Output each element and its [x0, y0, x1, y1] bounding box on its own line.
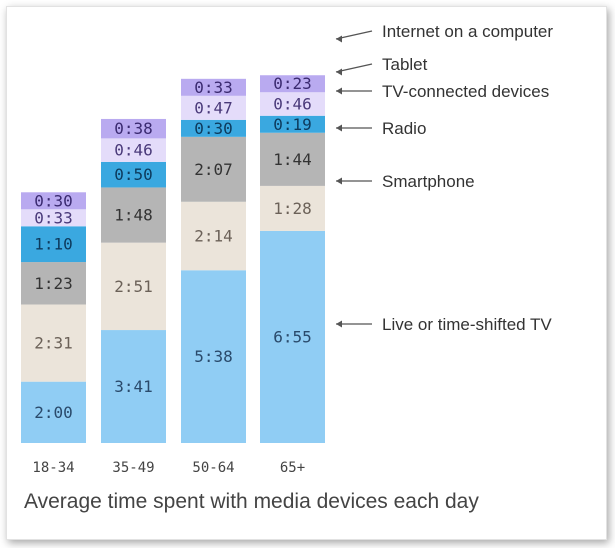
legend-arrowhead: [336, 177, 342, 185]
bar-value-label: 1:48: [114, 206, 153, 225]
bar-value-label: 5:38: [194, 347, 233, 366]
legend-item: TV-connected devices: [336, 82, 549, 101]
bar-segment: [181, 95, 246, 120]
bar-value-label: 0:47: [194, 98, 233, 117]
bar-value-label: 2:51: [114, 277, 153, 296]
bars-layer: 2:002:311:231:100:330:303:412:511:480:50…: [21, 74, 325, 443]
legend-item: Live or time-shifted TV: [336, 315, 552, 334]
bar-segment: [260, 230, 325, 443]
legend-arrowhead: [336, 87, 342, 95]
bar-segment: [21, 304, 86, 382]
legend-label: Tablet: [382, 55, 428, 74]
legend-arrowhead: [336, 35, 342, 43]
legend: Live or time-shifted TV Smartphone Radio TV…: [335, 22, 553, 334]
bar-segment: [181, 201, 246, 271]
x-tick-label: 35-49: [112, 460, 154, 476]
bar-value-label: 0:33: [194, 78, 233, 97]
bar-value-label: 1:23: [34, 274, 73, 293]
x-tick-label: 50-64: [192, 460, 234, 476]
bar-segment: [260, 115, 325, 133]
legend-label: Live or time-shifted TV: [382, 315, 552, 334]
bar-segment: [21, 209, 86, 227]
bar-segment: [101, 187, 166, 243]
bar-segment: [101, 161, 166, 188]
bar-segment: [21, 192, 86, 210]
legend-arrowhead: [336, 124, 342, 132]
bar-value-label: 0:46: [273, 95, 312, 114]
bar-value-label: 1:44: [273, 150, 312, 169]
legend-label: Radio: [382, 119, 426, 138]
bar-value-label: 6:55: [273, 327, 312, 346]
bar-segment: [21, 381, 86, 443]
bar-segment: [21, 226, 86, 263]
legend-item: Internet on a computer: [335, 22, 553, 43]
bar-segment: [260, 185, 325, 231]
bar-value-label: 0:23: [273, 74, 312, 93]
bar-value-label: 2:07: [194, 160, 233, 179]
bar-value-label: 2:00: [34, 403, 73, 422]
bar-segment: [181, 119, 246, 137]
bar-segment: [21, 262, 86, 305]
legend-arrowhead: [336, 68, 342, 76]
bar-segment: [101, 242, 166, 331]
bar-segment: [260, 132, 325, 186]
legend-label: Smartphone: [382, 172, 475, 191]
bar-value-label: 2:31: [34, 334, 73, 353]
x-tick-label: 65+: [280, 460, 305, 476]
bar-value-label: 0:30: [194, 119, 233, 138]
legend-arrowhead: [336, 320, 342, 328]
bar-value-label: 0:19: [273, 115, 312, 134]
chart-title: Average time spent with media devices ea…: [24, 490, 479, 513]
legend-label: TV-connected devices: [382, 82, 549, 101]
bar-value-label: 2:14: [194, 227, 233, 246]
bar-segment: [260, 75, 325, 93]
bar-segment: [101, 118, 166, 139]
bar-value-label: 0:50: [114, 165, 153, 184]
bar-segment: [260, 92, 325, 116]
bar-value-label: 0:33: [34, 208, 73, 227]
legend-label: Internet on a computer: [382, 22, 553, 41]
bar-value-label: 3:41: [114, 377, 153, 396]
bar-segment: [181, 270, 246, 443]
x-tick-labels: 18-34 35-49 50-64 65+: [32, 460, 305, 476]
bar-segment: [181, 136, 246, 202]
legend-item: Radio: [336, 119, 426, 138]
bar-segment: [101, 138, 166, 162]
bar-value-label: 1:28: [273, 199, 312, 218]
bar-value-label: 0:46: [114, 141, 153, 160]
bar-value-label: 1:10: [34, 235, 73, 254]
legend-item: Tablet: [335, 55, 428, 76]
legend-item: Smartphone: [336, 172, 475, 191]
bar-segment: [181, 78, 246, 96]
bar-value-label: 0:38: [114, 119, 153, 138]
x-tick-label: 18-34: [32, 460, 74, 476]
bar-segment: [101, 330, 166, 443]
bar-value-label: 0:30: [34, 191, 73, 210]
